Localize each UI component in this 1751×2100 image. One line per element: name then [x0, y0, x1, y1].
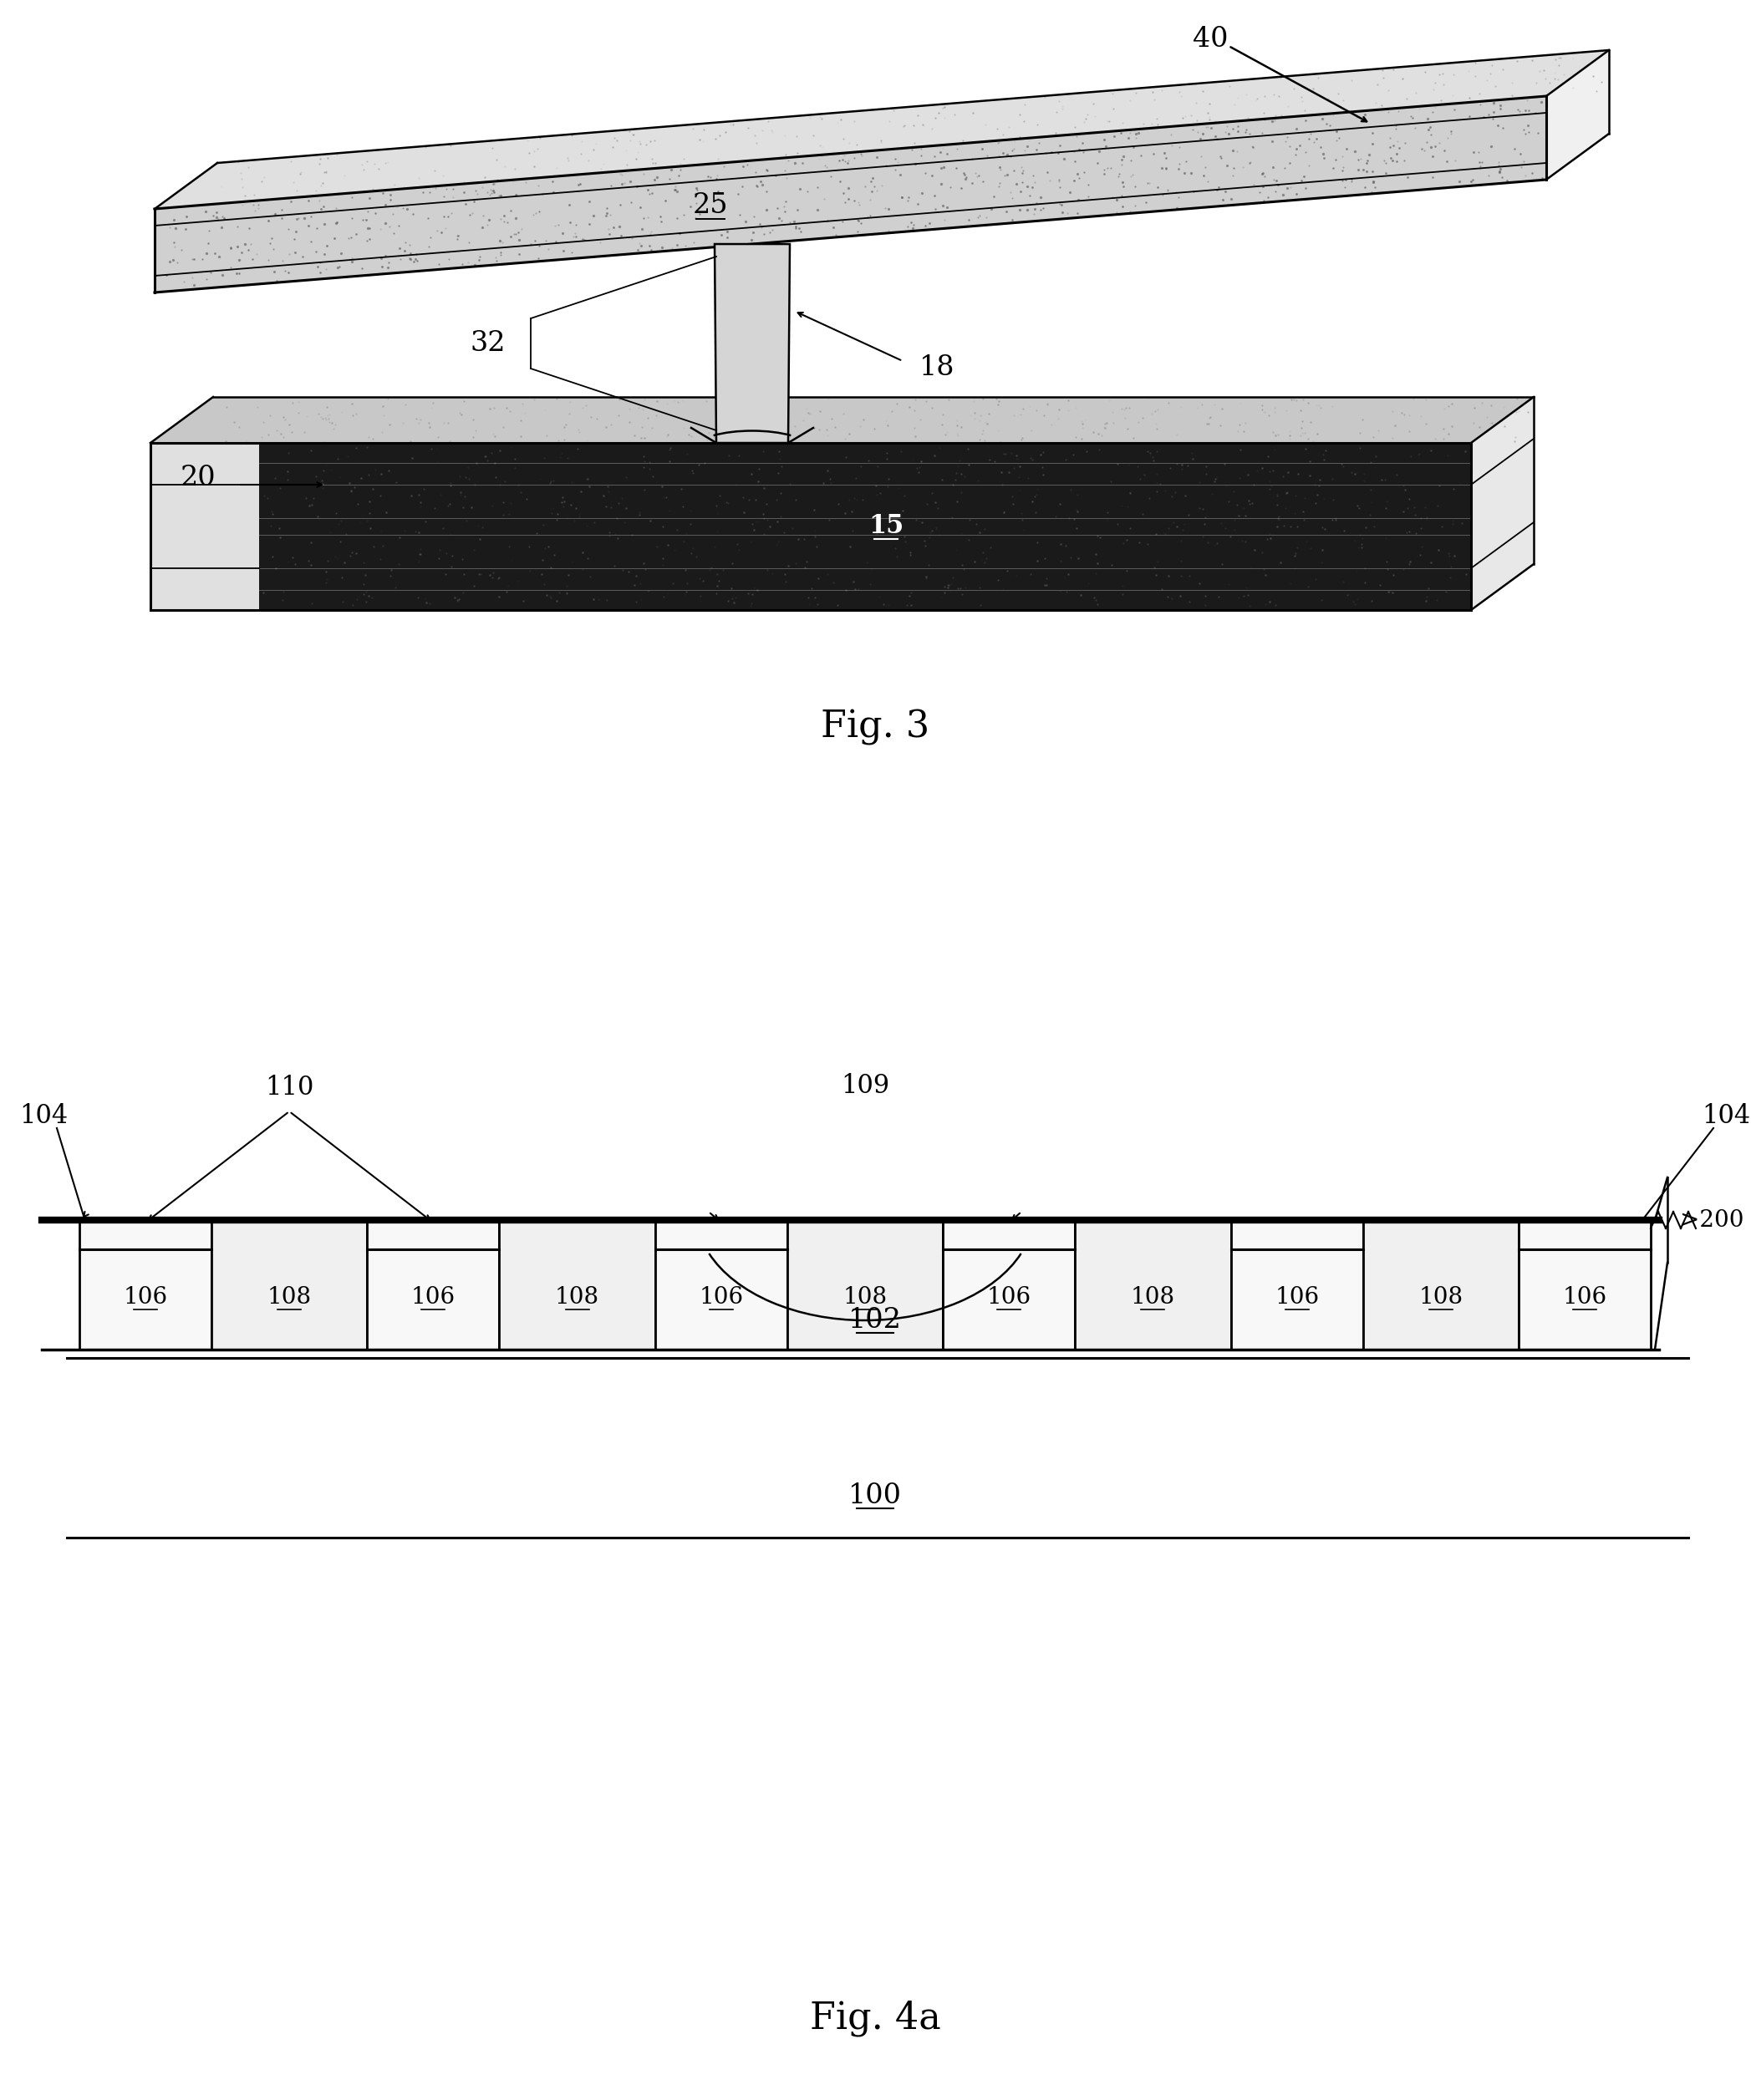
- Text: 100: 100: [847, 1483, 902, 1510]
- Text: 18: 18: [919, 355, 954, 380]
- Text: 106: 106: [1562, 1285, 1607, 1308]
- Text: >200: >200: [1679, 1210, 1744, 1231]
- Text: 110: 110: [264, 1075, 313, 1100]
- Text: 32: 32: [469, 330, 506, 357]
- Text: Fig. 4a: Fig. 4a: [809, 1999, 940, 2037]
- Polygon shape: [1471, 397, 1534, 609]
- Text: 15: 15: [868, 514, 904, 540]
- Text: 102: 102: [849, 1306, 902, 1334]
- Polygon shape: [79, 1220, 212, 1350]
- Polygon shape: [368, 1220, 499, 1350]
- Polygon shape: [1546, 50, 1609, 181]
- Text: 108: 108: [1418, 1285, 1464, 1308]
- Text: 108: 108: [842, 1285, 888, 1308]
- Polygon shape: [788, 1220, 944, 1350]
- Text: 104: 104: [19, 1102, 68, 1128]
- Polygon shape: [655, 1220, 788, 1350]
- Text: Fig. 3: Fig. 3: [821, 710, 930, 746]
- Text: 40: 40: [1192, 25, 1227, 53]
- Polygon shape: [499, 1220, 655, 1350]
- Text: 106: 106: [123, 1285, 168, 1308]
- Text: 108: 108: [555, 1285, 599, 1308]
- Polygon shape: [1362, 1220, 1518, 1350]
- Polygon shape: [1075, 1220, 1231, 1350]
- Text: 20: 20: [180, 464, 215, 491]
- Text: 106: 106: [411, 1285, 455, 1308]
- Text: 25: 25: [693, 193, 728, 218]
- Text: 108: 108: [268, 1285, 312, 1308]
- Text: 109: 109: [840, 1073, 890, 1098]
- Polygon shape: [151, 443, 259, 609]
- Polygon shape: [212, 1220, 368, 1350]
- Polygon shape: [1518, 1220, 1651, 1350]
- Text: 106: 106: [988, 1285, 1031, 1308]
- Text: 106: 106: [1275, 1285, 1319, 1308]
- Polygon shape: [151, 397, 1534, 443]
- Polygon shape: [1231, 1220, 1362, 1350]
- Text: 104: 104: [1702, 1102, 1751, 1128]
- Polygon shape: [151, 443, 1471, 609]
- Text: 108: 108: [1131, 1285, 1175, 1308]
- Polygon shape: [944, 1220, 1075, 1350]
- Polygon shape: [154, 50, 1609, 208]
- Polygon shape: [714, 244, 790, 443]
- Polygon shape: [154, 97, 1546, 292]
- Text: 106: 106: [699, 1285, 744, 1308]
